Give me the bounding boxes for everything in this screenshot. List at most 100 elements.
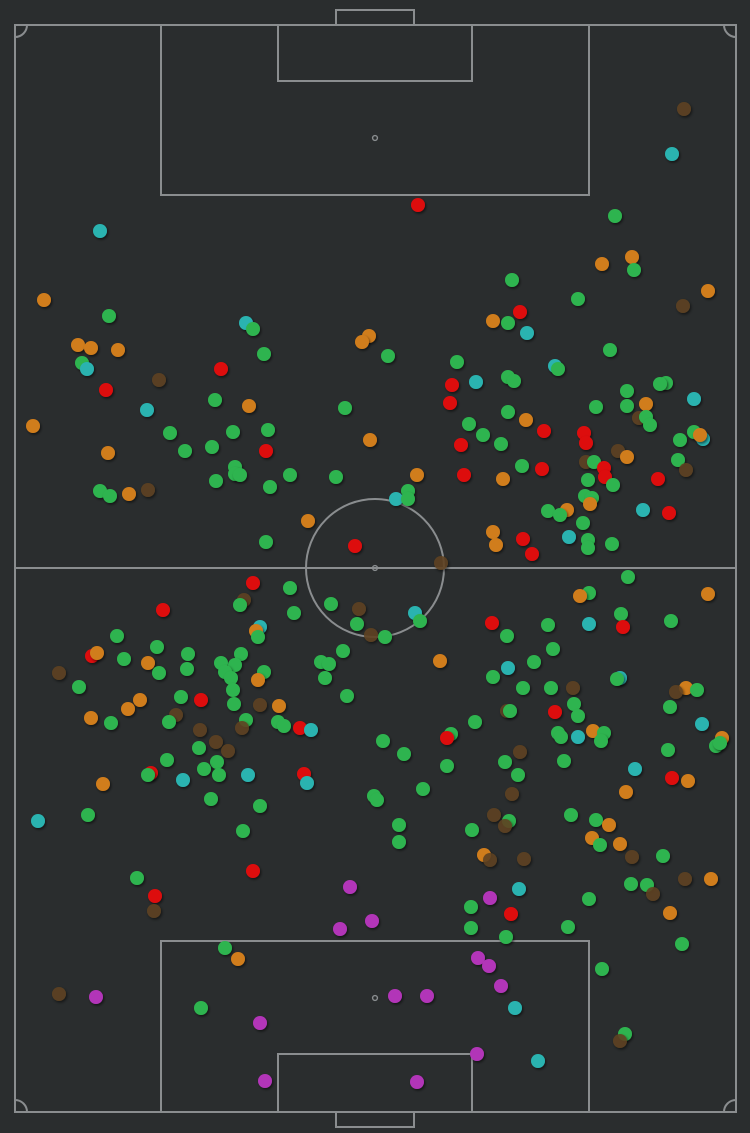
orange-event-marker — [701, 587, 715, 601]
green-event-marker — [236, 824, 250, 838]
teal-event-marker — [562, 530, 576, 544]
green-event-marker — [336, 644, 350, 658]
brown-event-marker — [487, 808, 501, 822]
teal-event-marker — [140, 403, 154, 417]
orange-event-marker — [301, 514, 315, 528]
brown-event-marker — [364, 628, 378, 642]
red-event-marker — [579, 436, 593, 450]
brown-event-marker — [677, 102, 691, 116]
orange-event-marker — [613, 837, 627, 851]
orange-event-marker — [90, 646, 104, 660]
red-event-marker — [411, 198, 425, 212]
brown-event-marker — [646, 887, 660, 901]
brown-event-marker — [513, 745, 527, 759]
orange-event-marker — [111, 343, 125, 357]
green-event-marker — [675, 937, 689, 951]
orange-event-marker — [133, 693, 147, 707]
teal-event-marker — [512, 882, 526, 896]
green-event-marker — [416, 782, 430, 796]
teal-event-marker — [241, 768, 255, 782]
purple-event-marker — [420, 989, 434, 1003]
orange-event-marker — [363, 433, 377, 447]
orange-event-marker — [231, 952, 245, 966]
bottom-six-yard-box — [277, 1053, 473, 1113]
orange-event-marker — [489, 538, 503, 552]
orange-event-marker — [573, 589, 587, 603]
green-event-marker — [500, 629, 514, 643]
green-event-marker — [440, 759, 454, 773]
brown-event-marker — [152, 373, 166, 387]
green-event-marker — [603, 343, 617, 357]
teal-event-marker — [636, 503, 650, 517]
green-event-marker — [594, 734, 608, 748]
green-event-marker — [178, 444, 192, 458]
orange-event-marker — [583, 497, 597, 511]
brown-event-marker — [483, 853, 497, 867]
green-event-marker — [593, 838, 607, 852]
green-event-marker — [576, 516, 590, 530]
top-six-yard-box — [277, 24, 473, 82]
green-event-marker — [527, 655, 541, 669]
green-event-marker — [234, 647, 248, 661]
green-event-marker — [163, 426, 177, 440]
brown-event-marker — [498, 819, 512, 833]
event-markers — [26, 102, 729, 1089]
green-event-marker — [551, 362, 565, 376]
green-event-marker — [621, 570, 635, 584]
green-event-marker — [261, 423, 275, 437]
orange-event-marker — [410, 468, 424, 482]
green-event-marker — [620, 384, 634, 398]
green-event-marker — [218, 941, 232, 955]
purple-event-marker — [365, 914, 379, 928]
green-event-marker — [401, 492, 415, 506]
green-event-marker — [595, 962, 609, 976]
green-event-marker — [486, 670, 500, 684]
green-event-marker — [251, 630, 265, 644]
green-event-marker — [553, 508, 567, 522]
red-event-marker — [513, 305, 527, 319]
bottom-goal — [335, 1111, 415, 1128]
orange-event-marker — [619, 785, 633, 799]
green-event-marker — [226, 425, 240, 439]
green-event-marker — [516, 681, 530, 695]
purple-event-marker — [343, 880, 357, 894]
brown-event-marker — [625, 850, 639, 864]
green-event-marker — [152, 666, 166, 680]
purple-event-marker — [470, 1047, 484, 1061]
red-event-marker — [504, 907, 518, 921]
top-penalty-area — [160, 24, 590, 196]
brown-event-marker — [253, 698, 267, 712]
orange-event-marker — [101, 446, 115, 460]
red-event-marker — [148, 889, 162, 903]
red-event-marker — [293, 721, 307, 735]
orange-event-marker — [84, 711, 98, 725]
green-event-marker — [194, 1001, 208, 1015]
green-event-marker — [233, 598, 247, 612]
orange-event-marker — [519, 413, 533, 427]
teal-event-marker — [695, 717, 709, 731]
teal-event-marker — [389, 492, 403, 506]
green-event-marker — [322, 657, 336, 671]
green-event-marker — [663, 700, 677, 714]
green-event-marker — [464, 921, 478, 935]
green-event-marker — [110, 629, 124, 643]
green-event-marker — [605, 537, 619, 551]
green-event-marker — [544, 681, 558, 695]
teal-event-marker — [687, 392, 701, 406]
corner-arc-top-left — [14, 24, 28, 38]
green-event-marker — [673, 433, 687, 447]
green-event-marker — [624, 877, 638, 891]
purple-event-marker — [482, 959, 496, 973]
purple-event-marker — [483, 891, 497, 905]
green-event-marker — [246, 322, 260, 336]
green-event-marker — [571, 709, 585, 723]
green-event-marker — [567, 697, 581, 711]
green-event-marker — [392, 835, 406, 849]
orange-event-marker — [639, 397, 653, 411]
green-event-marker — [499, 930, 513, 944]
teal-event-marker — [520, 326, 534, 340]
green-event-marker — [620, 399, 634, 413]
teal-event-marker — [665, 147, 679, 161]
green-event-marker — [174, 690, 188, 704]
